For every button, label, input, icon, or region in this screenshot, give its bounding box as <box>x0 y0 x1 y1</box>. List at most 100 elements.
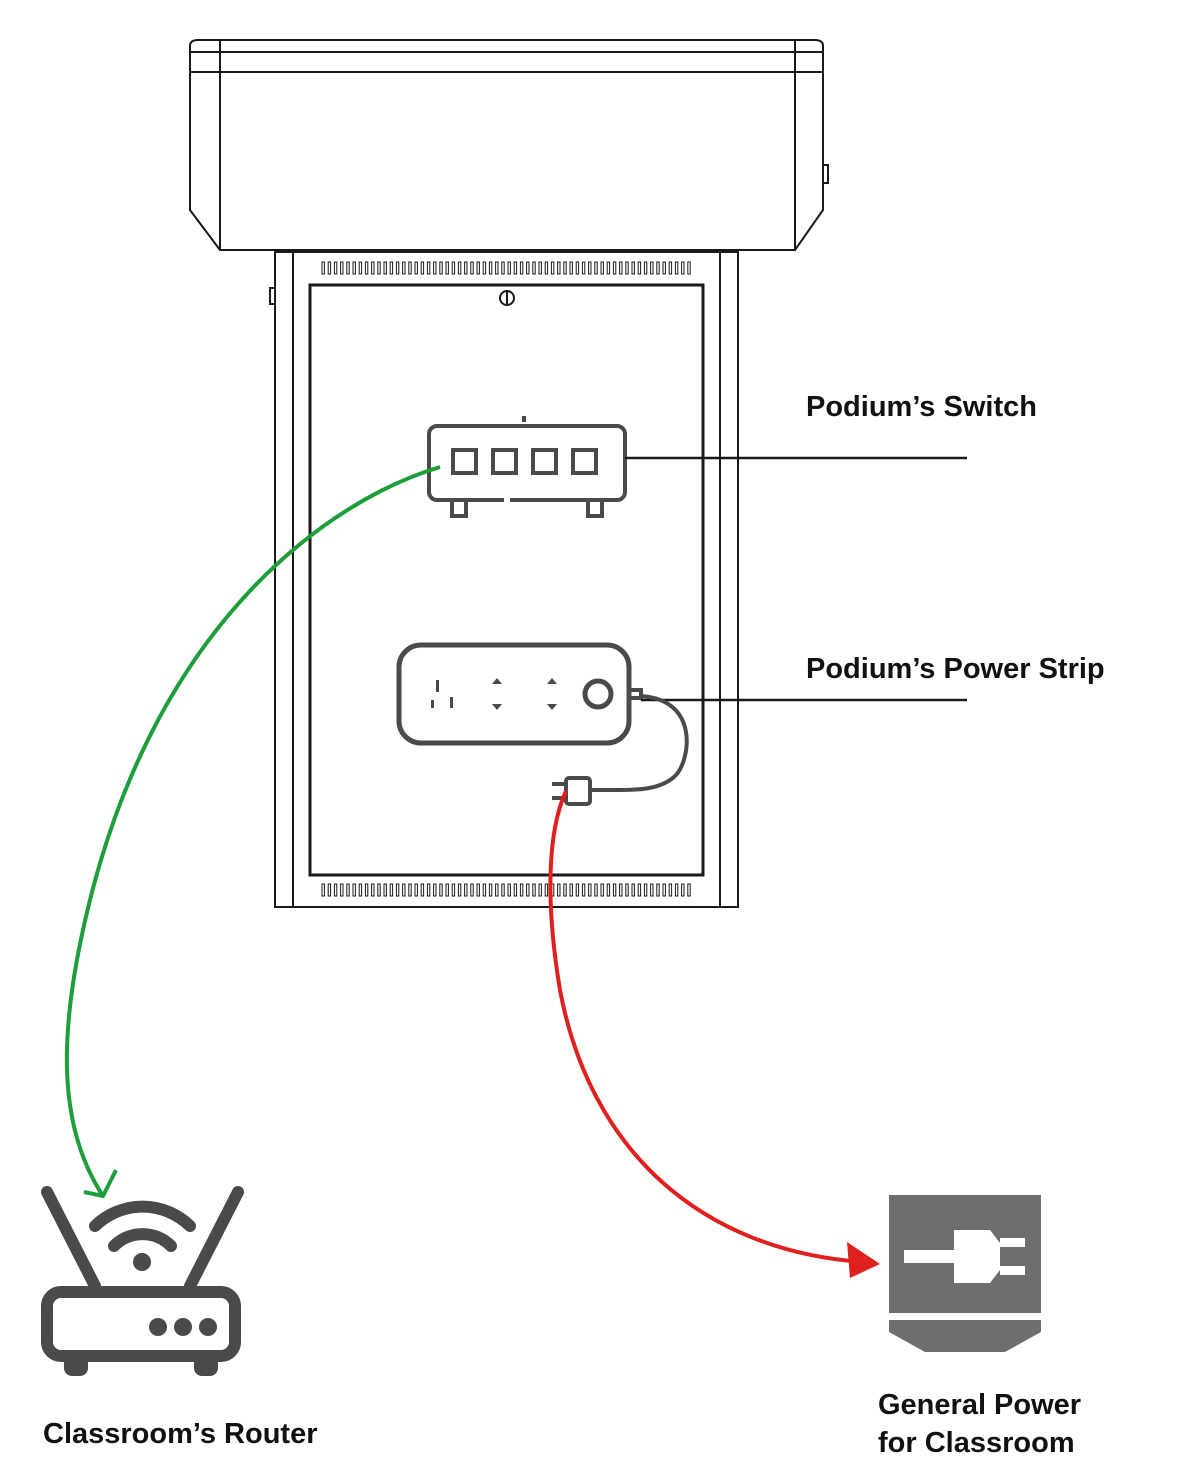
vent-slot <box>668 883 673 897</box>
vent-slot <box>606 883 611 897</box>
power-strip-sockets-icon <box>431 678 557 710</box>
vent-slot <box>557 261 561 275</box>
vent-slot <box>389 883 394 897</box>
vent-slot <box>538 261 542 275</box>
vent-slot <box>674 883 679 897</box>
vent-slot <box>340 883 344 897</box>
vent-slot <box>600 261 604 275</box>
vent-slot <box>358 883 363 897</box>
bottom-vent-slots <box>321 883 691 897</box>
vent-slot <box>457 261 462 275</box>
power-strip-plug-icon <box>552 776 602 806</box>
vent-slot <box>402 261 406 275</box>
vent-slot <box>581 883 586 897</box>
vent-slot <box>687 261 691 275</box>
vent-slot <box>532 883 536 897</box>
vent-slot <box>594 261 598 275</box>
vent-slot <box>687 883 691 897</box>
vent-slot <box>557 883 561 897</box>
vent-slot <box>563 261 567 275</box>
vent-slot <box>377 261 381 275</box>
vent-slot <box>544 261 549 275</box>
vent-slot <box>501 883 505 897</box>
vent-slot <box>352 883 356 897</box>
vent-slot <box>439 261 443 275</box>
vent-slot <box>414 261 418 275</box>
vent-slot <box>327 261 332 275</box>
vent-slot <box>482 261 487 275</box>
vent-slot <box>482 883 487 897</box>
wifi-router-icon <box>41 1186 244 1376</box>
vent-slot <box>445 883 449 897</box>
vent-slot <box>488 261 493 275</box>
vent-slot <box>488 883 493 897</box>
vent-slot <box>532 261 536 275</box>
vent-slot <box>507 883 511 897</box>
vent-slot <box>681 261 685 275</box>
vent-slot <box>408 883 412 897</box>
podium-top-icon <box>189 39 829 251</box>
vent-slot <box>346 883 350 897</box>
vent-slot <box>631 883 635 897</box>
vent-slot <box>420 261 425 275</box>
wall-power-plug-icon <box>889 1195 1041 1352</box>
vent-slot <box>457 883 462 897</box>
general-power-label-line2: for Classroom <box>878 1427 1075 1459</box>
vent-slot <box>538 883 542 897</box>
vent-slot <box>470 883 474 897</box>
router-label: Classroom’s Router <box>43 1418 318 1450</box>
vent-slot <box>526 261 530 275</box>
vent-slot <box>451 883 456 897</box>
vent-slot <box>476 261 480 275</box>
vent-slot <box>643 883 648 897</box>
podium-cabinet-icon <box>269 251 739 908</box>
power-strip-label: Podium’s Power Strip <box>806 653 1105 685</box>
vent-slot <box>612 883 617 897</box>
vent-slot <box>631 261 635 275</box>
vent-slot <box>495 261 499 275</box>
vent-slot <box>668 261 673 275</box>
vent-slot <box>389 261 394 275</box>
vent-slot <box>327 883 332 897</box>
vent-slot <box>625 261 629 275</box>
vent-slot <box>637 261 642 275</box>
power-strip-cord <box>599 694 689 793</box>
vent-slot <box>650 883 654 897</box>
vent-slot <box>340 261 344 275</box>
vent-slot <box>395 883 400 897</box>
vent-slot <box>364 883 369 897</box>
vent-slot <box>333 261 338 275</box>
vent-slot <box>550 261 555 275</box>
vent-slot <box>563 883 567 897</box>
vent-slot <box>643 261 648 275</box>
vent-slot <box>606 261 611 275</box>
vent-slot <box>426 261 431 275</box>
vent-slot <box>600 883 604 897</box>
vent-slot <box>402 883 406 897</box>
vent-slot <box>575 883 580 897</box>
vent-slot <box>681 883 685 897</box>
vent-slot <box>544 883 549 897</box>
network-switch-icon <box>427 416 627 518</box>
top-vent-slots <box>321 261 691 275</box>
vent-slot <box>569 261 573 275</box>
vent-slot <box>358 261 363 275</box>
vent-slot <box>507 261 511 275</box>
vent-slot <box>569 883 573 897</box>
vent-slot <box>513 261 518 275</box>
vent-slot <box>371 883 375 897</box>
vent-slot <box>495 883 499 897</box>
vent-slot <box>674 261 679 275</box>
vent-slot <box>420 883 425 897</box>
power-cable-arrowhead <box>847 1242 880 1278</box>
vent-slot <box>451 261 456 275</box>
vent-slot <box>662 261 666 275</box>
vent-slot <box>426 883 431 897</box>
vent-slot <box>395 261 400 275</box>
power-strip-icon <box>396 642 643 746</box>
power-cable-plug-to-outlet <box>548 790 863 1264</box>
vent-slot <box>464 883 468 897</box>
vent-slot <box>433 883 437 897</box>
network-cable-switch-to-router <box>64 465 441 1198</box>
vent-slot <box>625 883 629 897</box>
